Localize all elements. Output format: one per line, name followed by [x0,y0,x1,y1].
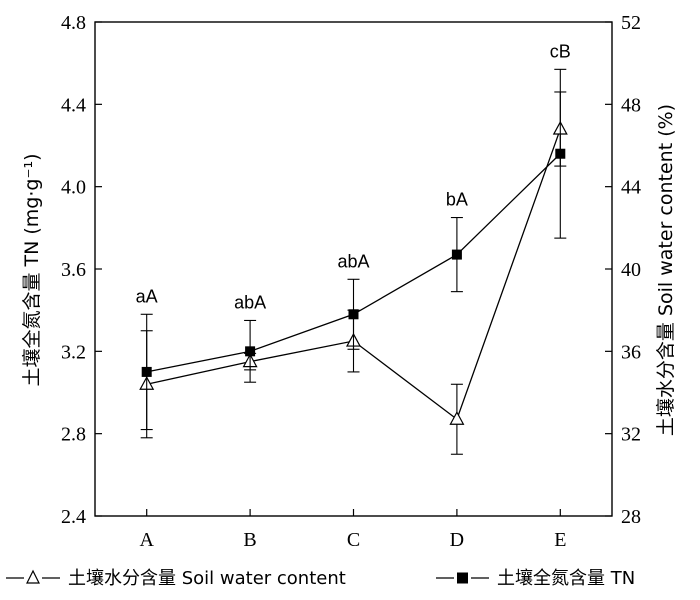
legend-square-marker [457,572,468,584]
series-1 [140,68,567,431]
axes: 2.4 2.8 3.2 3.6 4.0 4.4 4.8 28 32 36 40 44 48 52 A B C D E [61,12,641,551]
x-tick-label: E [554,529,566,551]
y-right-axis-title: 土壤水分含量 Soil water content (%) [655,104,677,436]
y-right-tick-label: 48 [621,94,641,116]
legend-triangle-marker [26,569,40,584]
y-left-tick-label: 4.8 [61,12,86,34]
y-left-tick-label: 3.6 [61,259,86,281]
y-left-tick-label: 4.0 [61,177,86,199]
y-right-tick-label: 44 [621,177,641,199]
significance-label: cB [550,41,571,61]
x-tick-label: B [243,529,256,551]
plot-area: aA abA abA bA cB [136,41,571,455]
data-point-square [245,346,256,357]
y-left-tick-label: 3.2 [61,341,86,363]
x-tick-label: D [450,529,464,551]
legend: 土壤水分含量 Soil water content 土壤全氮含量 TN [6,568,635,589]
y-left-axis-title: 土壤全氮含量 TN (mg·g⁻¹) [21,153,43,386]
significance-label: abA [337,251,369,271]
series-0 [139,91,568,455]
data-point-square [451,249,462,260]
y-left-tick-label: 4.4 [61,94,86,116]
y-left-tick-label: 2.4 [61,506,86,528]
y-right-tick-label: 40 [621,259,641,281]
series-line [146,128,561,421]
legend-label-water: 土壤水分含量 Soil water content [68,568,346,589]
data-point-square [141,366,152,377]
data-point-square [555,148,566,159]
data-point-square [348,309,359,320]
data-point-triangle [449,410,465,425]
legend-label-tn: 土壤全氮含量 TN [497,568,635,589]
x-tick-label: A [139,529,154,551]
y-right-tick-label: 36 [621,341,641,363]
y-left-tick-label: 2.8 [61,424,86,446]
significance-label: abA [234,292,266,312]
y-right-tick-label: 52 [621,12,641,34]
significance-label: bA [446,190,468,210]
x-tick-label: C [347,529,360,551]
y-right-tick-label: 32 [621,424,641,446]
y-right-tick-label: 28 [621,506,641,528]
significance-label: aA [136,286,158,306]
